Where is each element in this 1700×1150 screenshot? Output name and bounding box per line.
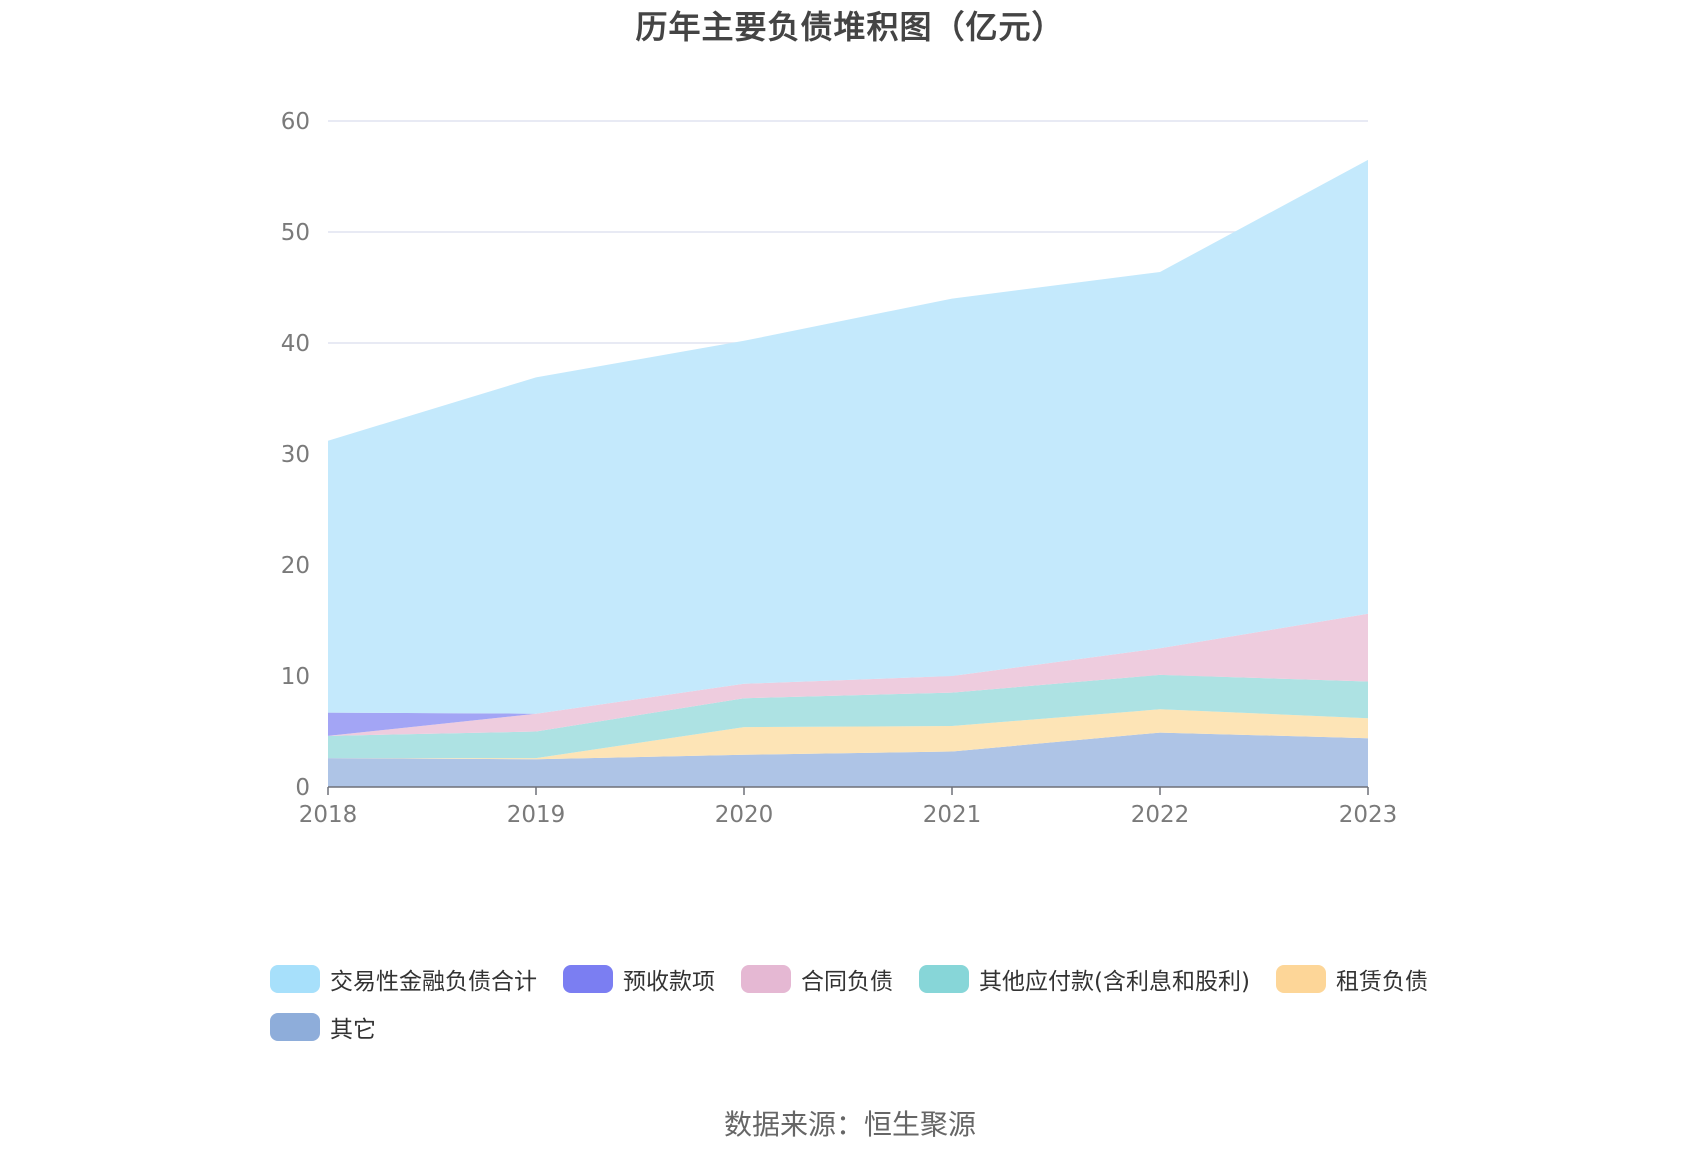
y-tick-label: 60 (281, 109, 310, 135)
area-series-0[interactable] (328, 732, 1368, 787)
legend-item[interactable]: 合同负债 (741, 955, 893, 1003)
x-tick-label: 2022 (1131, 802, 1190, 828)
legend-label: 交易性金融负债合计 (330, 969, 537, 995)
x-tick-label: 2018 (299, 802, 358, 828)
x-tick-label: 2019 (507, 802, 566, 828)
y-tick-label: 40 (281, 331, 310, 357)
x-tick-label: 2021 (923, 802, 982, 828)
area-series-1[interactable] (328, 709, 1368, 760)
legend-label: 合同负债 (801, 969, 893, 995)
chart-title: 历年主要负债堆积图（亿元） (635, 8, 1065, 46)
area-series-3[interactable] (328, 613, 1368, 736)
legend-item[interactable]: 其他应付款(含利息和股利) (919, 955, 1250, 1003)
legend-swatch (270, 965, 320, 993)
legend-item[interactable]: 其它 (270, 1003, 376, 1051)
legend-item[interactable]: 交易性金融负债合计 (270, 955, 537, 1003)
y-tick-label: 10 (281, 664, 310, 690)
y-tick-label: 30 (281, 442, 310, 468)
y-tick-label: 20 (281, 553, 310, 579)
area-series-5[interactable] (328, 159, 1368, 714)
legend-label: 其他应付款(含利息和股利) (979, 969, 1250, 995)
legend: 交易性金融负债合计 预收款项 合同负债 其他应付款(含利息和股利) 租赁负债其它 (270, 955, 1470, 1051)
area-series (328, 159, 1368, 787)
axes: 0 10 20 30 40 50 60 2018 2019 2020 2021 2022 2023 (281, 109, 1398, 828)
legend-label: 租赁负债 (1335, 969, 1428, 995)
area-series-2[interactable] (328, 674, 1368, 759)
y-tick-label: 50 (281, 220, 310, 246)
legend-swatch (1275, 965, 1326, 993)
legend-item[interactable]: 预收款项 (563, 955, 715, 1003)
legend-swatch (563, 965, 613, 993)
legend-swatch (919, 965, 969, 993)
legend-swatch (741, 965, 791, 993)
area-series-4[interactable] (328, 613, 1368, 736)
legend-label: 预收款项 (623, 969, 715, 995)
y-tick-label: 0 (295, 775, 310, 801)
legend-label: 其它 (330, 1017, 376, 1043)
data-source: 数据来源：恒生聚源 (723, 1108, 976, 1141)
legend-item[interactable]: 租赁负债 (1275, 955, 1428, 1003)
legend-swatch (270, 1013, 320, 1041)
x-tick-label: 2020 (715, 802, 774, 828)
x-tick-label: 2023 (1339, 802, 1398, 828)
